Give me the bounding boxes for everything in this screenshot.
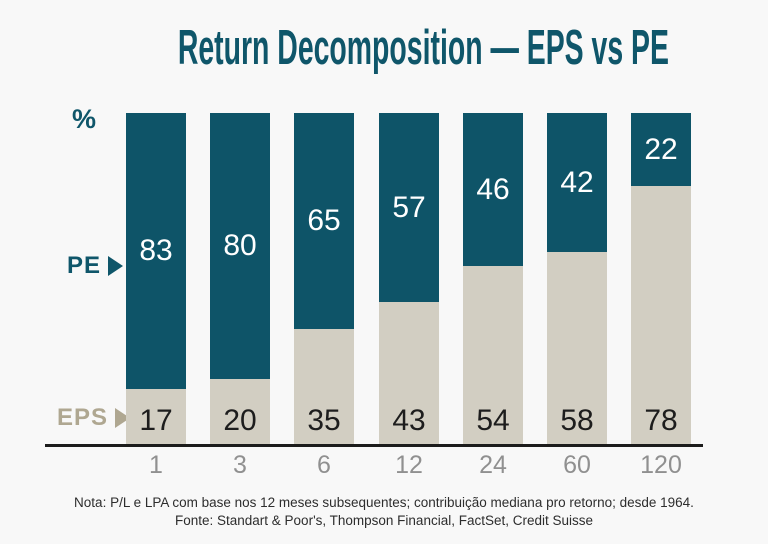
bar-group: 65 35 (294, 113, 354, 445)
footnote-nota: Nota: P/L e LPA com base nos 12 meses su… (74, 495, 694, 510)
eps-series-label-text: EPS (57, 404, 109, 431)
eps-segment: 78 (631, 186, 691, 445)
x-tick-label: 12 (395, 451, 423, 479)
eps-segment: 43 (379, 302, 439, 445)
pe-value-label: 22 (644, 132, 678, 166)
bar-group: 42 58 (547, 113, 607, 445)
bar-group: 83 17 (126, 113, 186, 445)
bars-area: 83 17 80 20 65 35 57 43 46 54 42 58 22 78 (126, 113, 693, 445)
eps-segment: 20 (210, 379, 270, 445)
eps-value-label: 43 (392, 404, 426, 437)
eps-segment: 58 (547, 252, 607, 445)
bar-group: 57 43 (379, 113, 439, 445)
pe-segment: 65 (294, 113, 354, 329)
x-tick-label: 60 (563, 451, 591, 479)
pe-value-label: 65 (307, 204, 341, 237)
pe-arrow-icon (108, 256, 124, 276)
eps-segment: 35 (294, 329, 354, 445)
pe-value-label: 57 (392, 190, 426, 224)
page-title: Return Decomposition — EPS vs PE (0, 20, 768, 76)
bar-group: 46 54 (463, 113, 523, 445)
pe-segment: 46 (463, 113, 523, 266)
eps-segment: 17 (126, 389, 186, 445)
y-axis-unit-label: % (72, 104, 97, 134)
eps-series-label: EPS (57, 404, 131, 432)
x-axis-ticks: 1 3 6 12 24 60 120 (126, 451, 693, 481)
pe-value-label: 80 (223, 229, 257, 262)
pe-segment: 80 (210, 113, 270, 379)
x-tick-label: 3 (233, 451, 247, 479)
pe-value-label: 42 (560, 165, 594, 199)
pe-segment: 22 (631, 113, 691, 186)
eps-value-label: 58 (560, 404, 594, 437)
pe-segment: 83 (126, 113, 186, 389)
x-tick-label: 120 (640, 451, 682, 479)
chart-title: Return Decomposition — EPS vs PE (177, 21, 669, 75)
x-axis-line (45, 444, 703, 447)
pe-value-label: 83 (139, 234, 173, 267)
x-tick-label: 1 (149, 451, 163, 479)
eps-value-label: 20 (223, 404, 257, 437)
pe-segment: 57 (379, 113, 439, 302)
eps-value-label: 17 (139, 404, 173, 437)
pe-value-label: 46 (476, 172, 510, 206)
pe-segment: 42 (547, 113, 607, 252)
x-tick-label: 24 (479, 451, 507, 479)
eps-value-label: 35 (307, 404, 341, 437)
footnote-fonte: Fonte: Standart & Poor's, Thompson Finan… (174, 513, 594, 528)
pe-series-label-text: PE (67, 252, 102, 279)
bar-group: 80 20 (210, 113, 270, 445)
pe-series-label: PE (67, 252, 124, 280)
bar-group: 22 78 (631, 113, 691, 445)
eps-value-label: 78 (644, 404, 678, 437)
eps-value-label: 54 (476, 404, 510, 437)
footnote: Nota: P/L e LPA com base nos 12 meses su… (0, 494, 768, 530)
eps-segment: 54 (463, 266, 523, 445)
x-tick-label: 6 (317, 451, 331, 479)
